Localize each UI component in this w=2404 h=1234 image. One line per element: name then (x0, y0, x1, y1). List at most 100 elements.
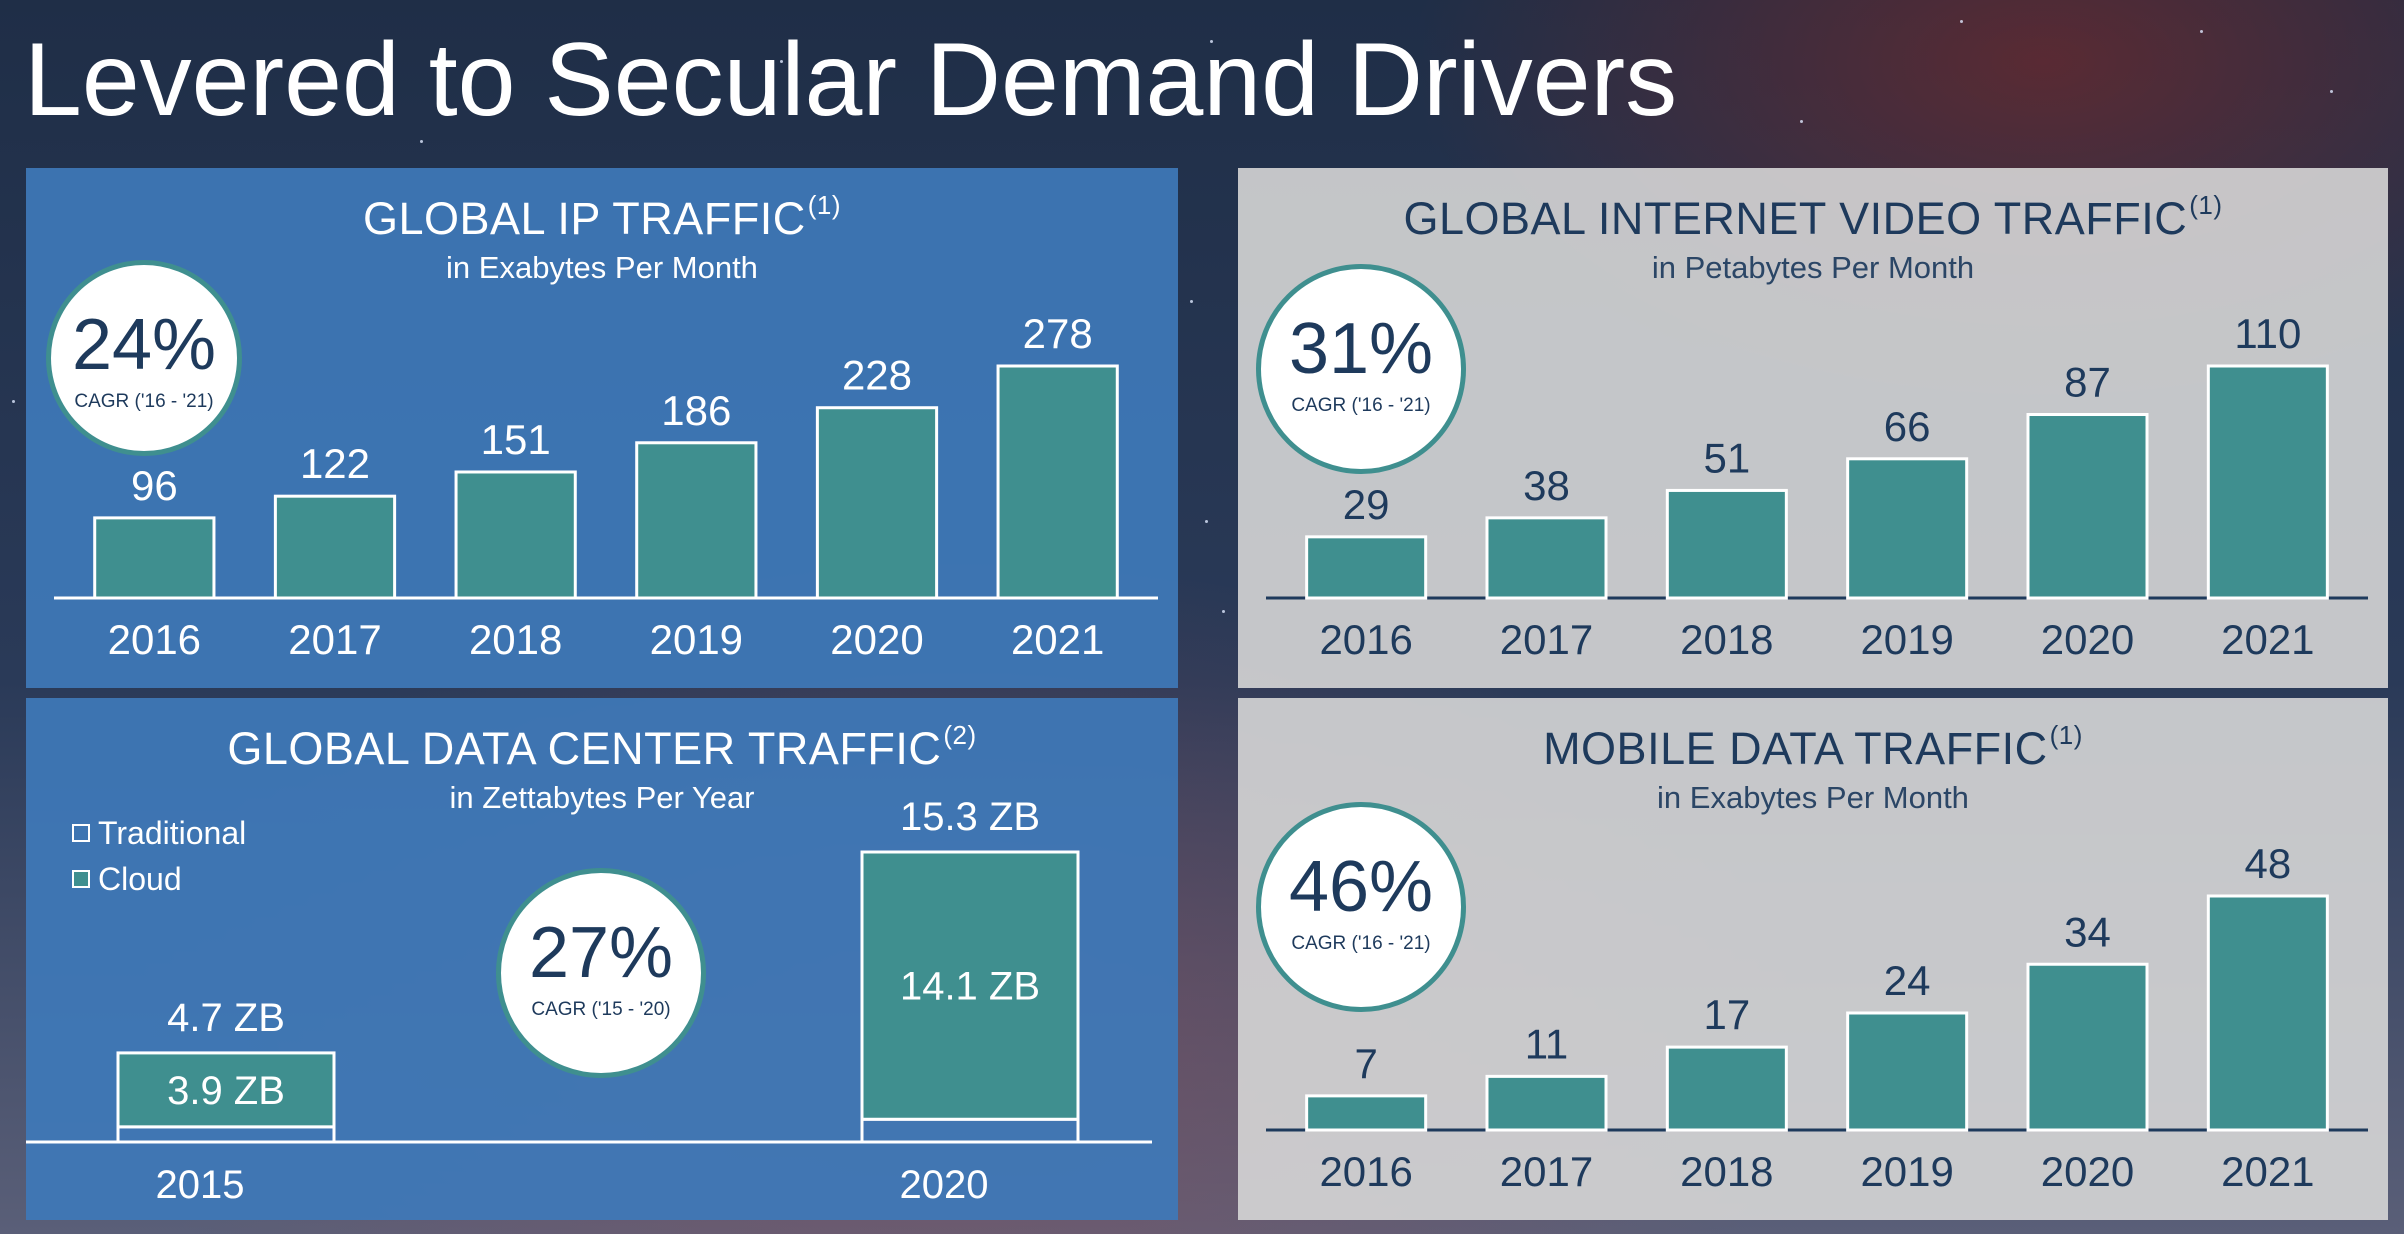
bar-2019 (635, 441, 758, 600)
segment-label: 14.1 ZB (900, 965, 1040, 1009)
x-tick-label: 2015 (156, 1163, 245, 1207)
value-label: 186 (661, 387, 731, 434)
footnote-marker: (1) (2189, 190, 2223, 220)
value-label: 38 (1523, 462, 1570, 509)
bar-2021 (2206, 364, 2329, 600)
x-tick-label: 2017 (1500, 616, 1593, 663)
x-tick-label: 2017 (1500, 1148, 1593, 1195)
cagr-value: 46% (1288, 847, 1434, 927)
x-tick-label: 2019 (650, 616, 743, 663)
footnote-marker: (2) (943, 720, 977, 750)
value-label: 34 (2064, 908, 2111, 955)
cagr-value: 31% (1288, 309, 1434, 389)
panel-title-text: GLOBAL IP TRAFFIC (362, 193, 806, 244)
x-tick-label: 2020 (830, 616, 923, 663)
bar-2016 (1305, 1094, 1428, 1132)
bar-2019 (1846, 457, 1969, 600)
value-label: 228 (842, 352, 912, 399)
value-label: 87 (2064, 359, 2111, 406)
x-tick-label: 2018 (1680, 1148, 1773, 1195)
value-label: 7 (1354, 1040, 1377, 1087)
cagr-label: CAGR ('16 - '21) (74, 391, 214, 412)
x-tick-label: 2020 (900, 1163, 989, 1207)
video-traffic-panel: GLOBAL INTERNET VIDEO TRAFFIC(1) in Peta… (1238, 168, 2388, 688)
bar-cloud-2015 (116, 1051, 336, 1129)
panel-subtitle: in Petabytes Per Month (1651, 250, 1975, 285)
mobile-traffic-panel: MOBILE DATA TRAFFIC(1) in Exabytes Per M… (1238, 698, 2388, 1220)
legend-swatch-cloud (72, 870, 90, 888)
bar-2016 (93, 516, 216, 600)
value-label: 278 (1023, 310, 1093, 357)
bar-cloud-2020 (860, 850, 1080, 1121)
legend-swatch-traditional (72, 824, 90, 842)
panel-title: GLOBAL INTERNET VIDEO TRAFFIC(1) (1238, 190, 2388, 245)
footnote-marker: (1) (2049, 720, 2083, 750)
value-label: 151 (481, 416, 551, 463)
bar-2020 (2026, 413, 2149, 600)
cagr-badge: 24% CAGR ('16 - '21) (46, 260, 242, 456)
panel-subtitle: in Exabytes Per Month (1657, 780, 1969, 815)
total-label: 4.7 ZB (167, 996, 285, 1040)
ip-traffic-chart: 96 2016 122 2017 151 2018 186 2019 228 2020 278 202… (54, 310, 1158, 663)
x-tick-label: 2021 (2221, 1148, 2314, 1195)
legend-label: Traditional (98, 814, 247, 851)
value-label: 29 (1343, 481, 1390, 528)
cagr-value: 24% (71, 305, 217, 385)
cagr-badge: 46% CAGR ('16 - '21) (1256, 802, 1466, 1012)
video-traffic-chart: 29 2016 38 2017 51 2018 66 2019 87 2020 110 2021 (1266, 310, 2368, 663)
bar-2017 (1485, 1074, 1608, 1132)
footnote-marker: (1) (807, 190, 842, 220)
ip-traffic-panel: GLOBAL IP TRAFFIC(1) in Exabytes Per Mon… (26, 168, 1178, 688)
x-tick-label: 2017 (288, 616, 381, 663)
x-tick-label: 2020 (2041, 616, 2134, 663)
data-center-traffic-panel: GLOBAL DATA CENTER TRAFFIC(2) in Zettaby… (26, 698, 1178, 1220)
bar-2020 (815, 406, 939, 600)
x-tick-label: 2019 (1860, 616, 1953, 663)
value-label: 96 (131, 462, 178, 509)
bar-2017 (1485, 516, 1608, 600)
value-label: 11 (1525, 1020, 1569, 1067)
panel-subtitle: in Exabytes Per Month (446, 250, 758, 285)
cagr-badge: 31% CAGR ('16 - '21) (1256, 264, 1466, 474)
data-center-traffic-chart: 3.9 ZB 4.7 ZB 2015 14.1 ZB 15.3 ZB 2020 (26, 795, 1152, 1207)
cagr-label: CAGR ('16 - '21) (1291, 933, 1431, 954)
panel-title-text: GLOBAL INTERNET VIDEO TRAFFIC (1403, 193, 2188, 244)
value-label: 51 (1703, 434, 1750, 481)
value-label: 17 (1703, 991, 1750, 1038)
x-tick-label: 2018 (1680, 616, 1773, 663)
value-label: 66 (1884, 403, 1931, 450)
x-tick-label: 2021 (1011, 616, 1104, 663)
bar-traditional-2015 (116, 1125, 336, 1144)
panel-title-text: GLOBAL DATA CENTER TRAFFIC (227, 723, 942, 774)
bar-traditional-2020 (860, 1117, 1080, 1144)
value-label: 110 (2234, 310, 2301, 357)
bar-2021 (996, 364, 1119, 600)
bar-2021 (2206, 894, 2329, 1132)
value-label: 48 (2244, 840, 2291, 887)
x-tick-label: 2019 (1860, 1148, 1953, 1195)
total-label: 15.3 ZB (900, 795, 1040, 839)
panel-title-text: MOBILE DATA TRAFFIC (1543, 723, 2048, 774)
legend-label: Cloud (98, 860, 182, 897)
legend-item-traditional: Traditional (72, 810, 246, 856)
cagr-label: CAGR ('16 - '21) (1291, 395, 1431, 416)
cagr-value: 27% (528, 913, 674, 993)
x-tick-label: 2020 (2041, 1148, 2134, 1195)
x-tick-label: 2018 (469, 616, 562, 663)
chart-legend: Traditional Cloud (72, 810, 246, 902)
value-label: 24 (1884, 957, 1931, 1004)
x-tick-label: 2016 (108, 616, 201, 663)
cagr-label: CAGR ('15 - '20) (531, 999, 671, 1020)
mobile-traffic-chart: 7 2016 11 2017 17 2018 24 2019 34 2020 48 2021 (1266, 840, 2368, 1195)
x-tick-label: 2021 (2221, 616, 2314, 663)
bar-2016 (1305, 535, 1428, 600)
panel-title: GLOBAL DATA CENTER TRAFFIC(2) (26, 720, 1178, 775)
segment-label: 3.9 ZB (167, 1069, 285, 1113)
bar-2019 (1846, 1011, 1969, 1132)
panel-title: GLOBAL IP TRAFFIC(1) (26, 190, 1178, 245)
x-tick-label: 2016 (1319, 616, 1412, 663)
bar-2017 (273, 494, 397, 600)
cagr-badge: 27% CAGR ('15 - '20) (496, 868, 706, 1078)
page-title: Levered to Secular Demand Drivers (24, 22, 1678, 138)
panel-title: MOBILE DATA TRAFFIC(1) (1238, 720, 2388, 775)
